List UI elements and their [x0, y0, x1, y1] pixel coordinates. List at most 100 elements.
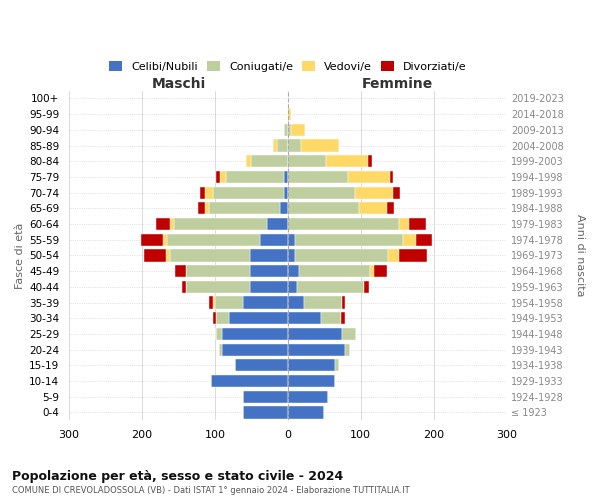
Bar [186, 280, 250, 293]
Bar [288, 390, 328, 403]
Bar [213, 296, 215, 308]
Bar [355, 186, 393, 199]
Bar [288, 296, 304, 308]
Bar [295, 250, 388, 262]
Bar [288, 171, 347, 183]
Bar [209, 202, 280, 214]
Bar [301, 140, 339, 151]
Bar [288, 234, 295, 246]
Bar [374, 265, 387, 278]
Bar [388, 250, 399, 262]
Text: Femmine: Femmine [361, 76, 433, 90]
Bar [235, 359, 288, 372]
Bar [260, 234, 288, 246]
Text: Popolazione per età, sesso e stato civile - 2024: Popolazione per età, sesso e stato civil… [12, 470, 343, 483]
Bar [200, 186, 205, 199]
Bar [205, 186, 213, 199]
Bar [215, 296, 242, 308]
Bar [341, 312, 344, 324]
Bar [174, 218, 268, 230]
Bar [288, 108, 292, 120]
Bar [288, 328, 343, 340]
Bar [398, 218, 409, 230]
Y-axis label: Anni di nascita: Anni di nascita [575, 214, 585, 296]
Bar [175, 265, 186, 278]
Bar [335, 359, 339, 372]
Bar [347, 171, 390, 183]
Bar [344, 344, 350, 356]
Bar [342, 296, 346, 308]
Bar [390, 171, 394, 183]
Bar [209, 296, 213, 308]
Bar [288, 406, 324, 418]
Bar [220, 171, 226, 183]
Bar [226, 171, 284, 183]
Bar [280, 202, 288, 214]
Bar [393, 186, 400, 199]
Bar [295, 234, 403, 246]
Bar [156, 218, 170, 230]
Bar [368, 155, 371, 168]
Bar [326, 155, 368, 168]
Bar [296, 280, 364, 293]
Bar [167, 234, 260, 246]
Text: Maschi: Maschi [151, 76, 206, 90]
Bar [288, 359, 335, 372]
Bar [245, 155, 251, 168]
Bar [288, 218, 398, 230]
Bar [284, 171, 288, 183]
Bar [222, 328, 288, 340]
Bar [205, 202, 209, 214]
Bar [359, 202, 387, 214]
Bar [182, 280, 186, 293]
Bar [273, 140, 277, 151]
Bar [288, 202, 359, 214]
Bar [141, 234, 163, 246]
Bar [409, 218, 425, 230]
Bar [288, 312, 320, 324]
Bar [416, 234, 432, 246]
Bar [387, 202, 394, 214]
Bar [211, 375, 288, 387]
Bar [250, 250, 288, 262]
Bar [218, 344, 222, 356]
Bar [399, 250, 427, 262]
Bar [217, 328, 222, 340]
Bar [288, 375, 335, 387]
Bar [292, 124, 305, 136]
Text: COMUNE DI CREVOLADOSSOLA (VB) - Dati ISTAT 1° gennaio 2024 - Elaborazione TUTTIT: COMUNE DI CREVOLADOSSOLA (VB) - Dati IST… [12, 486, 410, 495]
Bar [213, 186, 284, 199]
Bar [288, 186, 355, 199]
Bar [288, 280, 296, 293]
Bar [288, 140, 301, 151]
Bar [166, 250, 170, 262]
Y-axis label: Fasce di età: Fasce di età [15, 222, 25, 288]
Bar [299, 265, 370, 278]
Bar [288, 155, 326, 168]
Bar [229, 312, 288, 324]
Bar [288, 250, 295, 262]
Legend: Celibi/Nubili, Coniugati/e, Vedovi/e, Divorziati/e: Celibi/Nubili, Coniugati/e, Vedovi/e, Di… [104, 56, 471, 76]
Bar [222, 344, 288, 356]
Bar [284, 186, 288, 199]
Bar [403, 234, 416, 246]
Bar [198, 202, 205, 214]
Bar [304, 296, 342, 308]
Bar [370, 265, 374, 278]
Bar [186, 265, 250, 278]
Bar [343, 328, 356, 340]
Bar [170, 218, 174, 230]
Bar [213, 312, 217, 324]
Bar [277, 140, 288, 151]
Bar [217, 312, 229, 324]
Bar [250, 265, 288, 278]
Bar [268, 218, 288, 230]
Bar [288, 124, 292, 136]
Bar [144, 250, 166, 262]
Bar [217, 171, 220, 183]
Bar [364, 280, 370, 293]
Bar [242, 296, 288, 308]
Bar [242, 406, 288, 418]
Bar [242, 390, 288, 403]
Bar [288, 344, 344, 356]
